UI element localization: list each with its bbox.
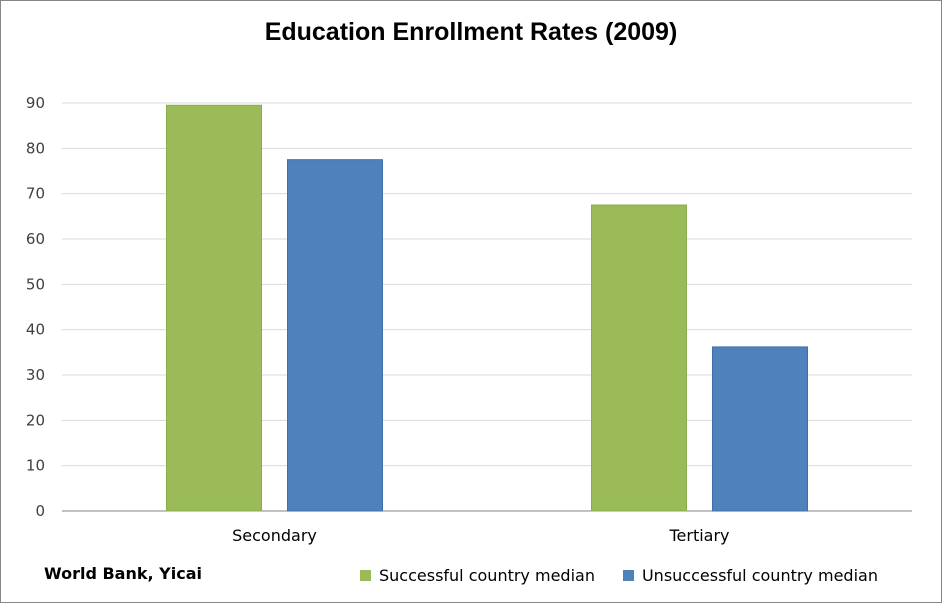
source-note: World Bank, Yicai — [44, 564, 202, 583]
legend-item-unsuccessful: Unsuccessful country median — [622, 566, 878, 585]
legend-label-successful: Successful country median — [379, 566, 595, 585]
bar-secondary-successful — [166, 104, 262, 512]
y-tick-label: 50 — [26, 275, 45, 293]
bar-tertiary-unsuccessful — [712, 346, 808, 512]
y-tick-label: 20 — [26, 411, 45, 429]
legend-label-unsuccessful: Unsuccessful country median — [641, 566, 878, 585]
y-tick-label: 90 — [26, 94, 45, 112]
bar-secondary-unsuccessful — [287, 159, 383, 512]
y-tick-label: 70 — [26, 185, 45, 203]
y-tick-label: 40 — [26, 321, 45, 339]
bar-tertiary-successful — [591, 204, 687, 512]
y-tick-label: 80 — [26, 139, 45, 157]
chart-title: Education Enrollment Rates (2009) — [264, 18, 678, 46]
x-category-label: Tertiary — [668, 526, 729, 545]
legend-swatch-unsuccessful — [622, 570, 634, 581]
legend-swatch-successful — [360, 570, 371, 581]
y-tick-label: 30 — [26, 366, 45, 384]
x-category-label: Secondary — [232, 526, 317, 545]
y-tick-label: 10 — [26, 457, 45, 475]
y-tick-label: 60 — [26, 230, 45, 248]
legend: Successful country median Unsuccessful c… — [360, 566, 878, 585]
y-tick-label: 0 — [35, 502, 45, 520]
legend-item-successful: Successful country median — [360, 566, 595, 585]
